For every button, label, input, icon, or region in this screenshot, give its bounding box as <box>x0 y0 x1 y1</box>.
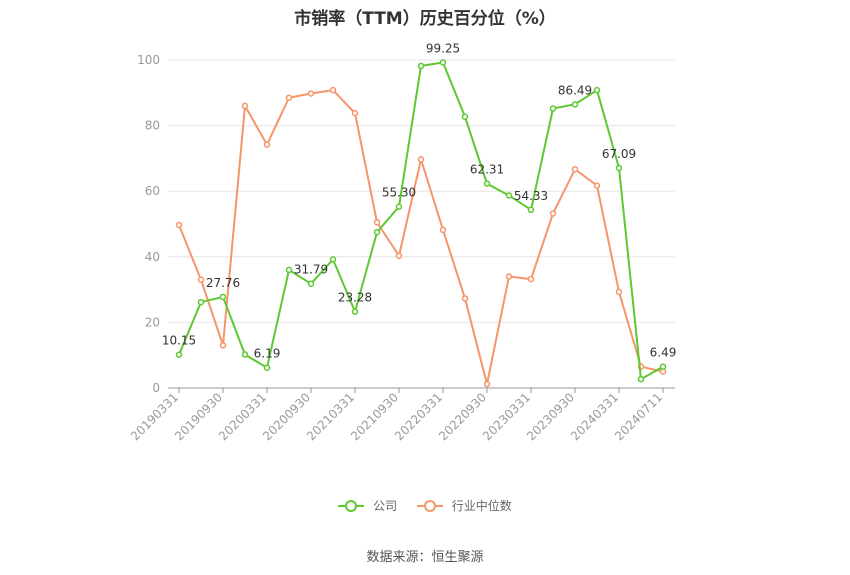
data-point-company <box>505 192 513 199</box>
data-point-company <box>373 228 381 236</box>
data-point-industry-median <box>373 219 381 226</box>
data-point-industry-median <box>351 109 359 117</box>
data-point-industry-median <box>593 182 601 189</box>
data-label: 6.49 <box>650 346 677 360</box>
data-point-company <box>637 375 645 383</box>
data-point-company <box>593 86 601 94</box>
data-point-industry-median <box>461 295 469 302</box>
data-label: 99.25 <box>426 41 460 55</box>
data-point-industry-median <box>219 342 227 349</box>
data-point-company <box>571 101 579 108</box>
series <box>175 59 667 388</box>
data-point-industry-median <box>549 210 557 217</box>
legend-industry-swatch-icon <box>416 499 443 512</box>
data-label: 67.09 <box>602 147 636 161</box>
data-label: 86.49 <box>558 83 592 97</box>
y-tick-label: 0 <box>152 381 160 395</box>
data-point-industry-median <box>439 226 447 234</box>
data-point-company <box>549 105 557 112</box>
data-label: 6.19 <box>254 347 281 361</box>
data-point-industry-median <box>241 102 249 110</box>
data-point-company <box>241 351 249 358</box>
grid-lines <box>168 59 675 323</box>
legend-industry-label: 行业中位数 <box>451 499 512 513</box>
data-label: 31.79 <box>294 263 328 277</box>
y-tick-label: 60 <box>145 184 160 198</box>
data-point-company <box>175 351 183 358</box>
data-point-industry-median <box>285 94 293 101</box>
y-tick-label: 20 <box>145 315 160 329</box>
data-point-company <box>351 308 359 315</box>
data-point-company <box>527 206 535 214</box>
y-tick-label: 80 <box>145 119 160 133</box>
legend: 公司 行业中位数 <box>0 497 850 514</box>
data-point-company <box>219 293 227 301</box>
series-line-company <box>178 61 664 381</box>
data-point-company <box>483 180 491 187</box>
legend-company-swatch-icon <box>338 499 365 512</box>
data-point-industry-median <box>615 288 623 296</box>
data-point-industry-median <box>395 252 403 260</box>
data-point-company <box>659 363 667 370</box>
data-label: 10.15 <box>162 334 196 348</box>
legend-company-label: 公司 <box>373 499 398 513</box>
series-line-industry-median <box>178 89 664 385</box>
data-point-industry-median <box>571 165 579 173</box>
data-point-company <box>263 364 271 371</box>
data-point-industry-median <box>527 275 535 283</box>
data-point-company <box>615 164 623 172</box>
data-point-company <box>417 62 425 70</box>
legend-item-industry-median[interactable]: 行业中位数 <box>416 497 512 514</box>
data-point-industry-median <box>175 221 183 229</box>
y-tick-label: 100 <box>137 53 160 67</box>
data-label: 27.76 <box>206 276 240 290</box>
data-label: 62.31 <box>470 163 504 177</box>
data-point-company <box>461 113 469 120</box>
data-source-footer: 数据来源：恒生聚源 <box>366 550 484 565</box>
data-point-company <box>395 203 403 210</box>
data-point-industry-median <box>505 273 513 280</box>
data-label: 23.28 <box>338 291 372 305</box>
data-point-industry-median <box>329 86 337 94</box>
data-label: 55.30 <box>382 186 416 200</box>
legend-item-company[interactable]: 公司 <box>338 497 397 514</box>
data-point-industry-median <box>263 141 271 148</box>
data-labels: 10.15 27.76 6.19 31.79 23.28 55.30 99.25 62.31 5… <box>162 41 677 360</box>
data-point-company <box>307 280 315 287</box>
data-point-industry-median <box>483 380 491 388</box>
data-point-industry-median <box>417 156 425 163</box>
data-label: 54.33 <box>514 189 548 203</box>
data-point-company <box>329 256 337 263</box>
data-point-company <box>439 59 447 66</box>
data-point-company <box>285 266 293 274</box>
data-point-industry-median <box>307 90 315 97</box>
data-point-company <box>197 298 205 306</box>
x-tick-label: 20240711 <box>612 390 665 443</box>
y-tick-label: 40 <box>145 250 160 264</box>
data-point-industry-median <box>197 276 205 284</box>
chart-title: 市销率（TTM）历史百分位（%） <box>294 9 556 29</box>
